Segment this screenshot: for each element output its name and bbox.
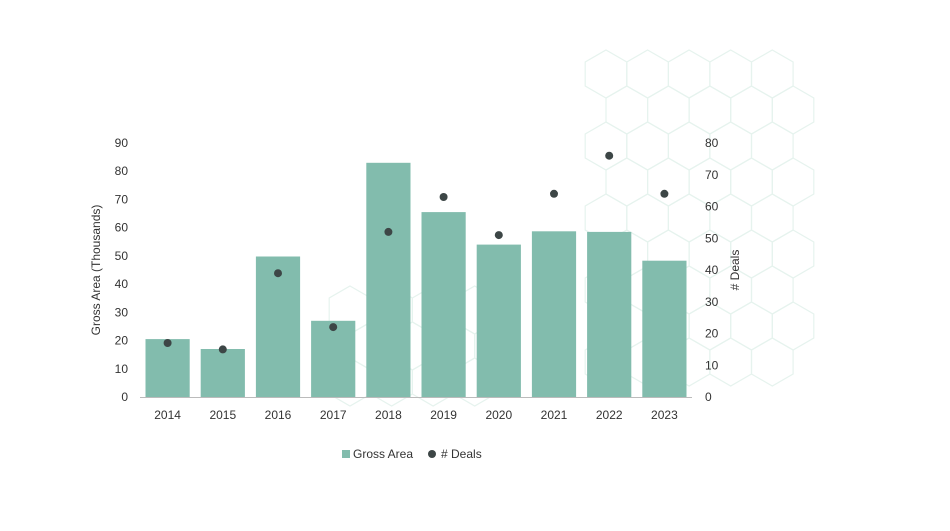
y-tick-label: 60 xyxy=(115,221,129,235)
hexagon-shape xyxy=(750,49,794,99)
y-tick-label: 50 xyxy=(115,249,129,263)
y-tick-label: 0 xyxy=(121,390,128,404)
hexagon-shape xyxy=(709,49,753,99)
bar-2019 xyxy=(421,212,466,397)
deals-dot-2015 xyxy=(218,345,227,354)
x-tick-label: 2021 xyxy=(541,408,568,422)
hexagon-shape xyxy=(646,85,690,135)
deals-dot-2021 xyxy=(550,189,558,198)
bar-2020 xyxy=(476,244,521,397)
hexagon-shape xyxy=(605,85,649,135)
x-tick-label: 2014 xyxy=(154,408,181,422)
legend: Gross Area # Deals xyxy=(342,447,482,461)
bar-2018 xyxy=(366,162,411,397)
hexagon-shape xyxy=(584,121,628,171)
y-tick-label: 70 xyxy=(115,192,129,206)
y2-tick-label: 70 xyxy=(705,168,719,182)
x-tick-label: 2015 xyxy=(209,408,236,422)
x-tick-label: 2016 xyxy=(265,408,292,422)
y2-tick-label: 0 xyxy=(705,390,712,404)
x-tick-label: 2017 xyxy=(320,408,347,422)
hexagon-shape xyxy=(750,121,794,171)
y-tick-label: 40 xyxy=(115,277,129,291)
legend-marker-deals xyxy=(428,450,436,458)
bar-2015 xyxy=(200,349,245,397)
y2-tick-label: 10 xyxy=(705,358,719,372)
hexagon-shape xyxy=(626,121,670,171)
deals-dot-2016 xyxy=(274,269,282,278)
hexagon-shape xyxy=(646,157,690,207)
hexagon-shape xyxy=(584,49,628,99)
hexagon-shape xyxy=(771,85,815,135)
hexagon-shape xyxy=(750,265,794,315)
y-tick-label: 30 xyxy=(115,305,129,319)
y2-tick-label: 30 xyxy=(705,295,719,309)
hexagon-shape xyxy=(667,193,711,243)
bars-group xyxy=(145,162,687,397)
y-tick-label: 10 xyxy=(115,362,129,376)
bar-2014 xyxy=(145,339,190,397)
deals-dot-2019 xyxy=(439,193,448,201)
y-tick-label: 80 xyxy=(115,164,129,178)
x-tick-label: 2020 xyxy=(485,408,512,422)
deals-dot-2014 xyxy=(163,339,172,347)
deals-dot-2020 xyxy=(494,231,503,240)
y2-tick-label: 60 xyxy=(705,200,719,214)
legend-label-deals: # Deals xyxy=(441,447,482,461)
hexagon-shape xyxy=(605,157,649,207)
hexagon-shape xyxy=(771,157,815,207)
hexagon-shape xyxy=(688,85,732,135)
deals-dot-2022 xyxy=(605,151,614,160)
hexagon-shape xyxy=(771,301,815,351)
left-y-axis-title: Gross Area (Thousands) xyxy=(89,205,103,336)
right-y-axis-ticks: 0 10 20 30 40 50 60 70 80 xyxy=(705,136,719,404)
deals-dots-group xyxy=(163,151,669,354)
hexagon-shape xyxy=(730,301,773,351)
x-axis-ticks: 2014 2015 2016 2017 2018 2019 2020 2021 2022 2023 xyxy=(154,408,678,422)
y2-tick-label: 40 xyxy=(705,263,719,277)
hexagon-shape xyxy=(626,193,670,243)
hexagon-shape xyxy=(667,121,711,171)
y2-tick-label: 80 xyxy=(705,136,719,150)
right-y-axis-title: # Deals xyxy=(728,250,742,291)
x-tick-label: 2023 xyxy=(651,408,678,422)
y2-tick-label: 50 xyxy=(705,231,719,245)
hexagon-shape xyxy=(667,49,711,99)
deals-dot-2017 xyxy=(329,323,338,332)
bar-2021 xyxy=(531,231,577,397)
hexagon-shape xyxy=(730,85,773,135)
x-tick-label: 2022 xyxy=(596,408,623,422)
hexagon-shape xyxy=(771,229,815,279)
y-tick-label: 20 xyxy=(115,334,129,348)
bar-2017 xyxy=(311,320,356,397)
hexagon-shape xyxy=(626,49,670,99)
bar-2023 xyxy=(642,260,687,397)
hexagon-shape xyxy=(750,193,794,243)
y2-tick-label: 20 xyxy=(705,327,719,341)
deals-dot-2023 xyxy=(660,189,669,198)
left-y-axis-ticks: 0 10 20 30 40 50 60 70 80 90 xyxy=(115,136,129,404)
x-tick-label: 2018 xyxy=(375,408,402,422)
hexagon-shape xyxy=(730,157,773,207)
legend-swatch-gross-area xyxy=(342,450,350,458)
x-tick-label: 2019 xyxy=(430,408,457,422)
legend-label-gross-area: Gross Area xyxy=(353,447,413,461)
y-tick-label: 90 xyxy=(115,136,129,150)
bar-2022 xyxy=(587,231,632,397)
deals-dot-2018 xyxy=(384,227,393,236)
hexagon-shape xyxy=(750,337,794,387)
bar-2016 xyxy=(255,256,301,397)
